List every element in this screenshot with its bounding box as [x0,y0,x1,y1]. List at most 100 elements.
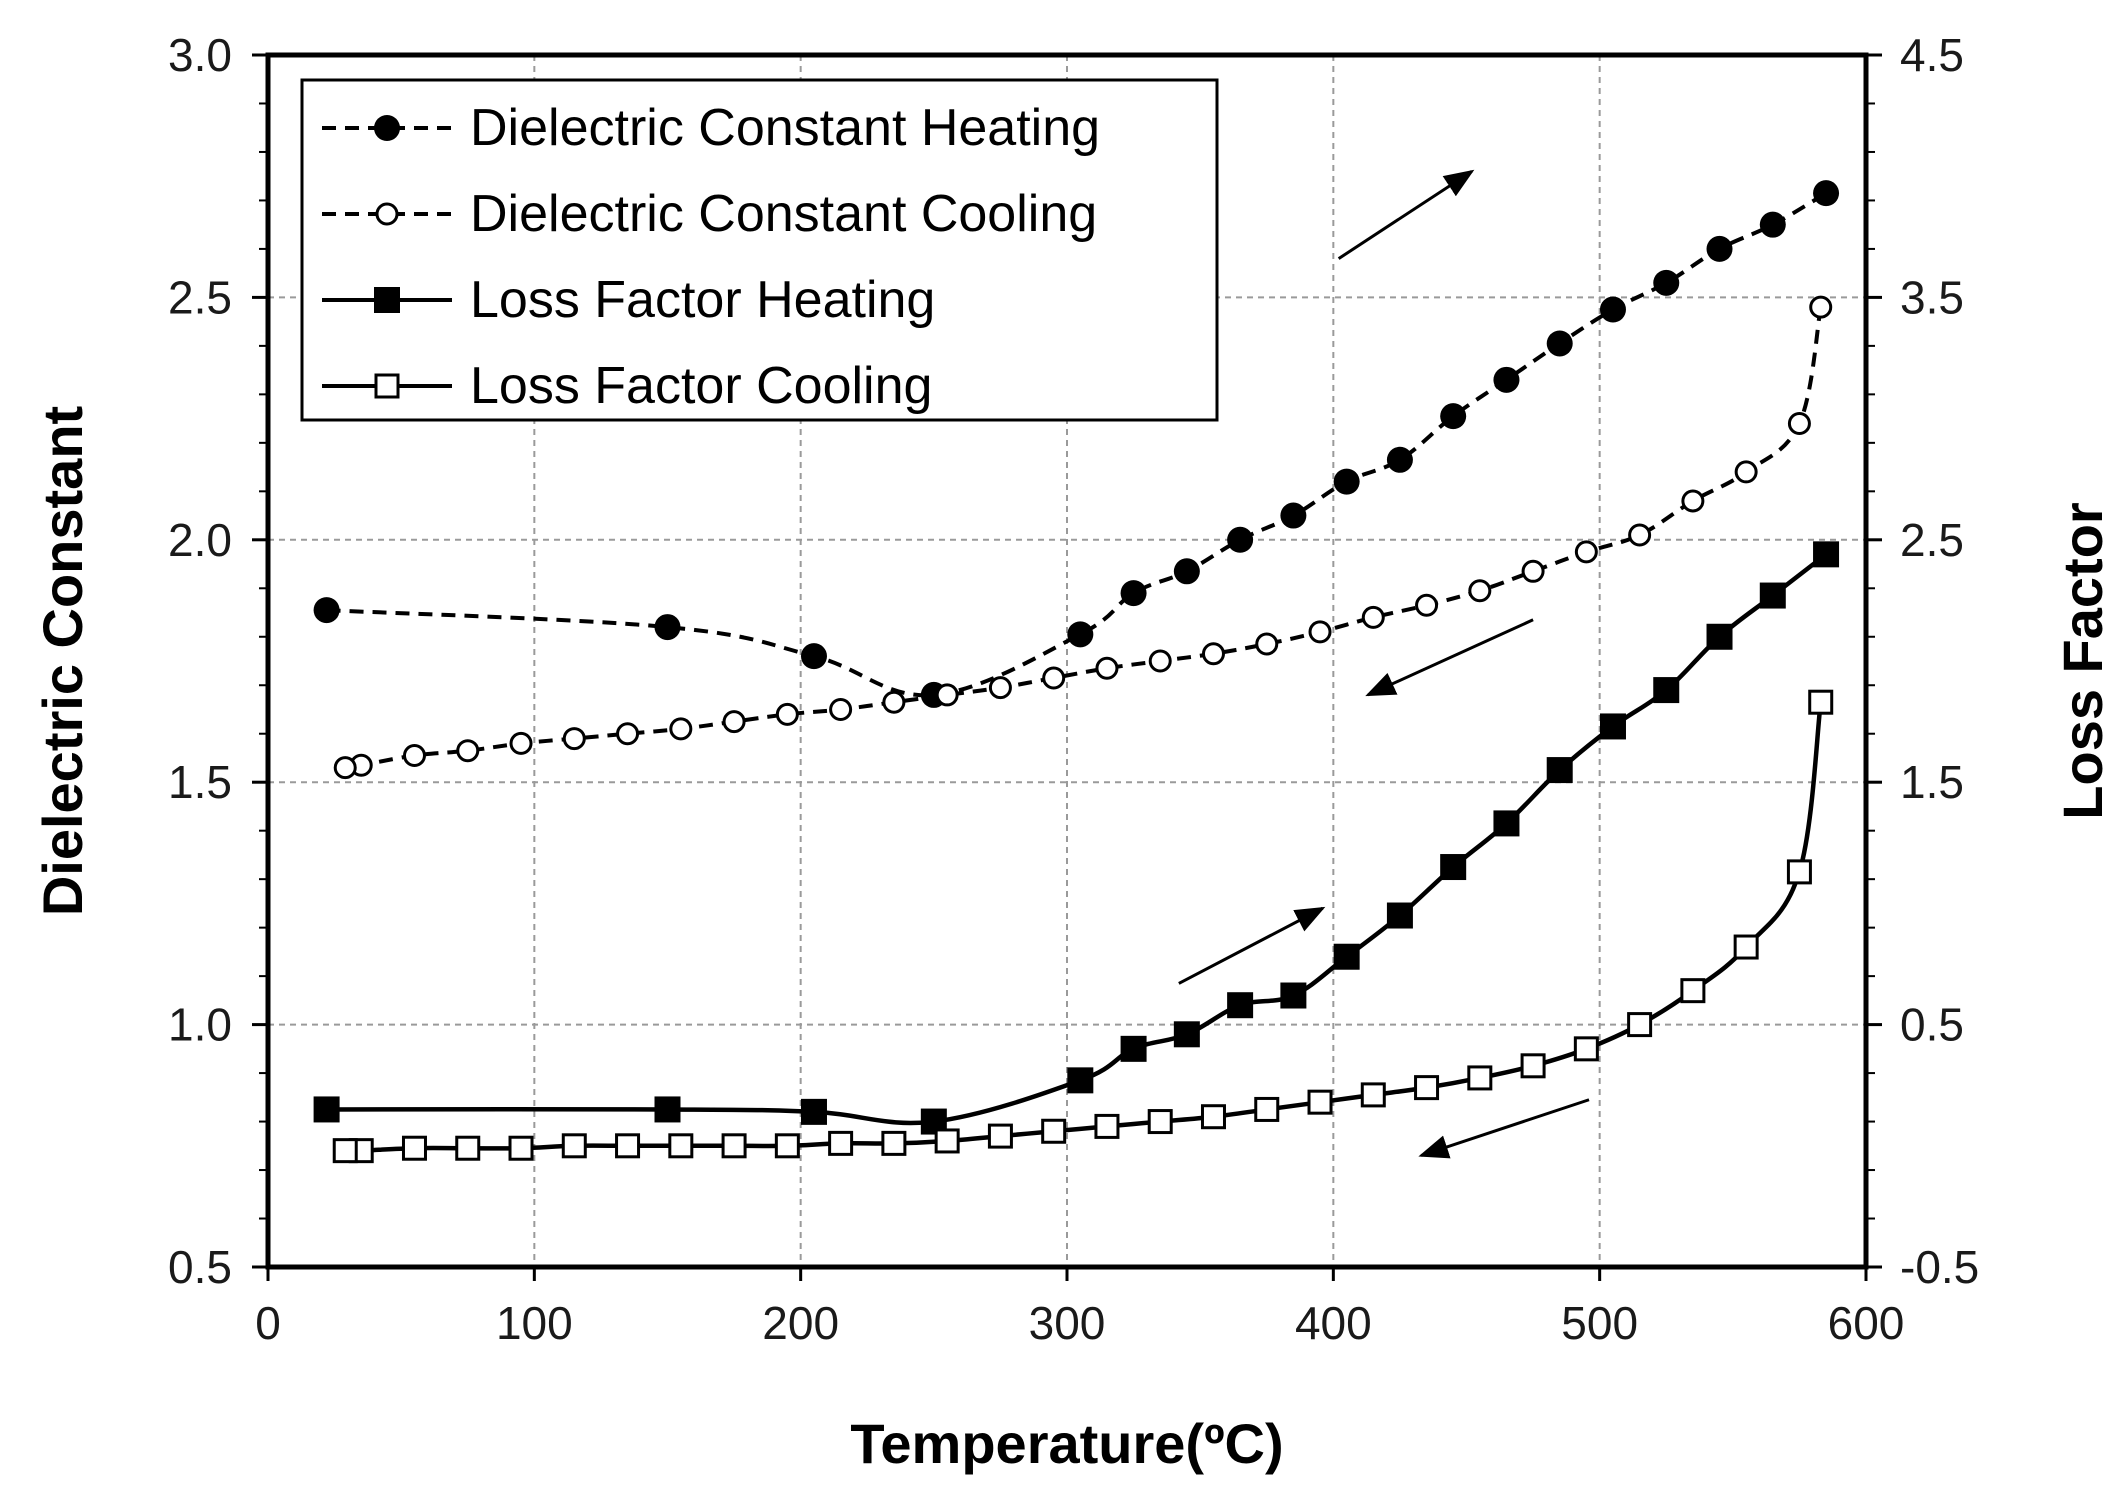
y-tick-label: 3.0 [168,29,232,81]
y-tick-label: 0.5 [168,1241,232,1293]
data-point-lf-cooling [1627,1012,1653,1038]
data-point-lf-cooling [1680,978,1706,1004]
y-tick-label: 2.0 [168,514,232,566]
data-point-dc-cooling [1148,649,1172,673]
data-point-lf-cooling [721,1133,747,1159]
data-point-lf-cooling [1200,1104,1226,1130]
legend-label-dc-cooling: Dielectric Constant Cooling [470,185,1097,243]
y2-tick-label: 4.5 [1900,29,1964,81]
x-tick-label: 200 [762,1297,839,1349]
annotation-layer [1178,169,1590,1159]
data-point-dc-heating [1599,296,1626,323]
data-point-dc-cooling [456,739,480,763]
legend-box [300,78,1219,422]
data-point-dc-heating [1759,211,1786,238]
series-layer [313,180,1840,1164]
data-point-lf-cooling [1786,859,1812,885]
x-tick-label: 300 [1029,1297,1106,1349]
data-point-lf-heating [1546,757,1573,784]
data-point-lf-cooling [1094,1113,1120,1139]
legend-label-dc-heating: Dielectric Constant Heating [470,99,1100,157]
y2-tick-label: 3.5 [1900,271,1964,323]
data-point-dc-cooling [562,727,586,751]
data-point-dc-cooling [616,722,640,746]
data-point-lf-cooling [1147,1109,1173,1135]
data-point-dc-cooling [1787,411,1811,435]
data-point-lf-cooling [1307,1089,1333,1115]
legend-label-lf-heating: Loss Factor Heating [470,271,935,329]
legend-marker-lf-cooling [374,373,400,399]
data-point-dc-cooling [1308,620,1332,644]
data-point-dc-heating [1120,580,1147,607]
x-axis-title: Temperature(ºC) [850,1412,1283,1475]
direction-arrow [1337,169,1475,260]
data-point-lf-heating [1333,943,1360,970]
data-point-dc-cooling [775,702,799,726]
legend-marker-dc-heating [374,115,400,141]
data-point-dc-cooling [1201,642,1225,666]
legend-items [322,115,452,399]
data-point-dc-cooling [988,676,1012,700]
data-point-lf-cooling [1467,1065,1493,1091]
data-point-dc-heating [1067,621,1094,648]
data-point-dc-cooling [1468,579,1492,603]
data-point-lf-heating [1280,982,1307,1009]
series-dc-cooling [333,295,1833,780]
data-point-dc-heating [313,597,340,624]
data-point-lf-heating [1706,623,1733,650]
data-point-lf-heating [1653,677,1680,704]
data-point-lf-cooling [1573,1036,1599,1062]
legend-marker-dc-cooling [375,202,399,226]
data-point-lf-heating [654,1096,681,1123]
data-point-lf-heating [313,1096,340,1123]
data-point-lf-heating [1173,1021,1200,1048]
data-point-dc-cooling [1255,632,1279,656]
data-point-lf-cooling [987,1123,1013,1149]
data-point-dc-cooling [1095,656,1119,680]
data-point-dc-heating [654,614,681,641]
x-tick-label: 400 [1295,1297,1372,1349]
data-point-dc-cooling [722,710,746,734]
data-point-dc-cooling [1361,605,1385,629]
data-point-dc-cooling [669,717,693,741]
ticks-layer: 0 100 200 300 400 500 600 0.5 1.0 1.5 2.0 2.5 3.0 -0.… [168,29,1979,1349]
data-point-dc-heating [1706,235,1733,262]
y-tick-label: 1.0 [168,999,232,1051]
data-point-lf-cooling [1360,1082,1386,1108]
data-point-lf-cooling [881,1130,907,1156]
data-point-dc-cooling [1681,489,1705,513]
data-point-dc-cooling [829,697,853,721]
data-point-lf-cooling [1254,1096,1280,1122]
data-point-dc-cooling [402,744,426,768]
data-point-dc-cooling [333,756,357,780]
data-point-dc-heating [1333,468,1360,495]
data-point-dc-cooling [1521,559,1545,583]
data-point-lf-cooling [1520,1053,1546,1079]
data-point-lf-cooling [1733,934,1759,960]
direction-arrow [1178,906,1326,985]
data-point-dc-cooling [935,683,959,707]
data-point-dc-heating [1653,269,1680,296]
data-point-lf-heating [1493,810,1520,837]
direction-arrow [1418,1098,1590,1159]
data-point-lf-cooling [1414,1075,1440,1101]
y-axis-title: Dielectric Constant [31,406,94,916]
series-lf-cooling [332,689,1834,1164]
data-point-lf-heating [1599,713,1626,740]
data-point-lf-cooling [1808,689,1834,715]
data-point-dc-heating [1173,558,1200,585]
data-point-lf-cooling [561,1133,587,1159]
data-point-dc-cooling [1415,593,1439,617]
data-point-lf-heating [1813,541,1840,568]
data-point-lf-cooling [615,1133,641,1159]
x-tick-label: 500 [1561,1297,1638,1349]
y2-tick-label: 2.5 [1900,514,1964,566]
data-point-dc-cooling [1574,540,1598,564]
data-point-lf-heating [1386,902,1413,929]
series-dc-heating [313,180,1840,708]
data-point-dc-heating [1386,446,1413,473]
data-point-lf-heating [800,1098,827,1125]
data-point-lf-cooling [934,1128,960,1154]
data-point-dc-heating [1227,526,1254,553]
